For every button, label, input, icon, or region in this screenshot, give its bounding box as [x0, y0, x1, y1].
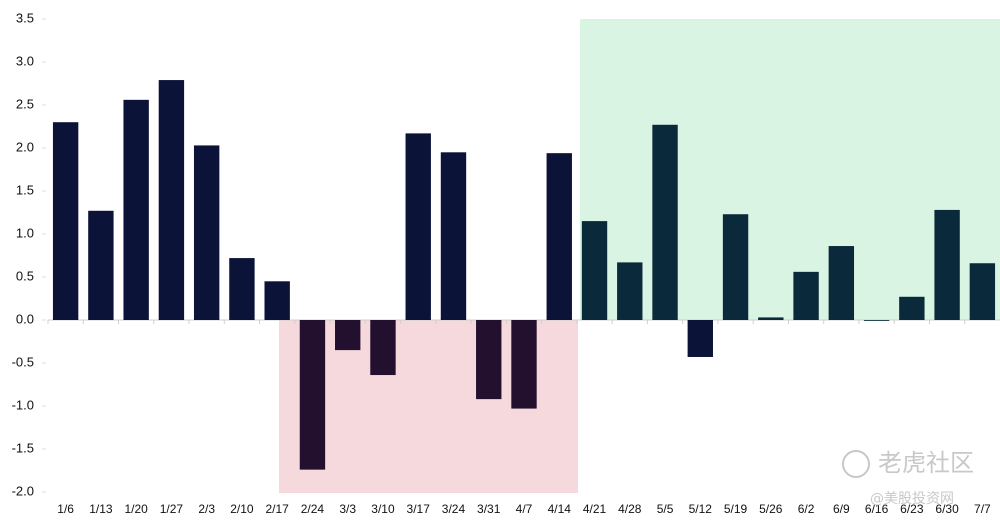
x-tick-label: 6/9: [833, 502, 850, 516]
watermark: 老虎社区: [878, 449, 974, 477]
x-tick-label: 3/3: [339, 502, 356, 516]
y-tick-label: 1.0: [16, 225, 34, 240]
x-tick-label: 5/5: [657, 502, 674, 516]
y-tick-label: -1.0: [12, 397, 34, 412]
bar: [793, 271, 819, 320]
bar: [158, 80, 185, 320]
bar: [370, 320, 396, 376]
x-tick-label: 5/19: [724, 502, 748, 516]
x-tick-label: 1/27: [160, 502, 184, 516]
bar: [335, 320, 361, 351]
x-tick-label: 7/7: [974, 502, 991, 516]
bar: [123, 99, 149, 320]
x-tick-label: 2/10: [230, 502, 254, 516]
x-tick-label: 6/2: [798, 502, 815, 516]
bar: [687, 320, 713, 357]
bar: [934, 209, 960, 320]
x-tick-label: 3/31: [477, 502, 501, 516]
y-tick-label: 2.0: [16, 139, 34, 154]
bar: [758, 317, 784, 320]
x-tick-label: 4/21: [583, 502, 607, 516]
watermark-sub: @美股投资网: [870, 491, 954, 507]
x-tick-label: 4/7: [516, 502, 533, 516]
bar: [722, 214, 749, 320]
x-tick-label: 2/17: [266, 502, 290, 516]
x-tick-label: 2/3: [198, 502, 215, 516]
x-tick-label: 1/13: [89, 502, 113, 516]
bar: [511, 320, 537, 409]
bar: [193, 145, 220, 320]
x-tick-label: 4/14: [548, 502, 572, 516]
bar: [969, 263, 996, 320]
bar: [617, 262, 643, 320]
x-tick-label: 3/24: [442, 502, 466, 516]
bar: [229, 258, 255, 320]
x-tick-label: 3/17: [407, 502, 431, 516]
positive-region: [580, 19, 1000, 320]
y-tick-label: -2.0: [12, 483, 34, 498]
y-tick-label: 0.0: [16, 311, 34, 326]
x-tick-label: 1/6: [57, 502, 74, 516]
y-tick-label: 2.5: [16, 96, 34, 111]
x-tick-label: 6/30: [935, 502, 959, 516]
y-tick-label: 3.0: [16, 53, 34, 68]
bar: [581, 221, 608, 320]
x-tick-label: 4/28: [618, 502, 642, 516]
bar: [264, 281, 290, 320]
bar: [52, 122, 79, 320]
x-tick-label: 6/23: [900, 502, 924, 516]
bar: [405, 133, 431, 320]
x-tick-label: 5/12: [689, 502, 713, 516]
bar: [299, 320, 326, 470]
bar: [440, 152, 467, 320]
bar: [828, 246, 855, 320]
x-tick-label: 2/24: [301, 502, 325, 516]
x-tick-label: 1/20: [124, 502, 148, 516]
y-tick-label: 3.5: [16, 10, 34, 25]
bar: [899, 296, 925, 320]
y-tick-label: -0.5: [12, 354, 34, 369]
watermark-icon: [842, 450, 870, 478]
x-tick-label: 5/26: [759, 502, 783, 516]
bar: [476, 320, 502, 400]
bar: [546, 153, 572, 320]
x-tick-label: 6/16: [865, 502, 889, 516]
y-tick-label: 1.5: [16, 182, 34, 197]
bar: [652, 124, 678, 320]
x-tick-label: 3/10: [371, 502, 395, 516]
y-tick-label: 0.5: [16, 268, 34, 283]
y-tick-label: -1.5: [12, 440, 34, 455]
bar: [88, 210, 114, 320]
bar: [863, 320, 890, 321]
